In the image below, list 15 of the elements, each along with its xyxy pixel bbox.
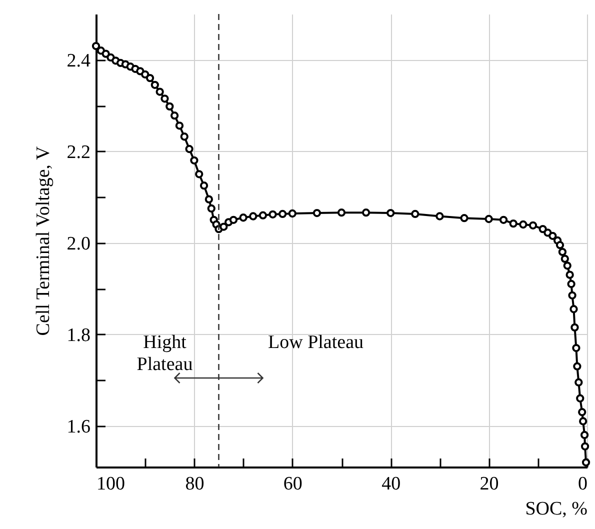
y-tick-label: 2.4: [66, 50, 91, 72]
x-tick-label: 80: [185, 474, 204, 494]
annotation: Low Plateau: [268, 332, 364, 353]
x-axis-title: SOC, %: [525, 498, 588, 520]
y-tick-label: 1.8: [66, 324, 90, 346]
x-tick-label: 20: [480, 474, 499, 494]
y-tick-label: 2.2: [66, 142, 90, 163]
annotation: Hight Plateau: [136, 332, 194, 375]
x-tick-label: 60: [283, 474, 302, 494]
x-tick-label: 40: [382, 474, 401, 494]
y-tick-label: 1.6: [66, 416, 90, 438]
x-tick-label: 0: [578, 474, 588, 494]
y-tick-label: 2.0: [66, 233, 90, 254]
x-tick-label: 100: [96, 474, 125, 494]
y-axis-title: Cell Terminal Voltage, V: [32, 146, 54, 336]
